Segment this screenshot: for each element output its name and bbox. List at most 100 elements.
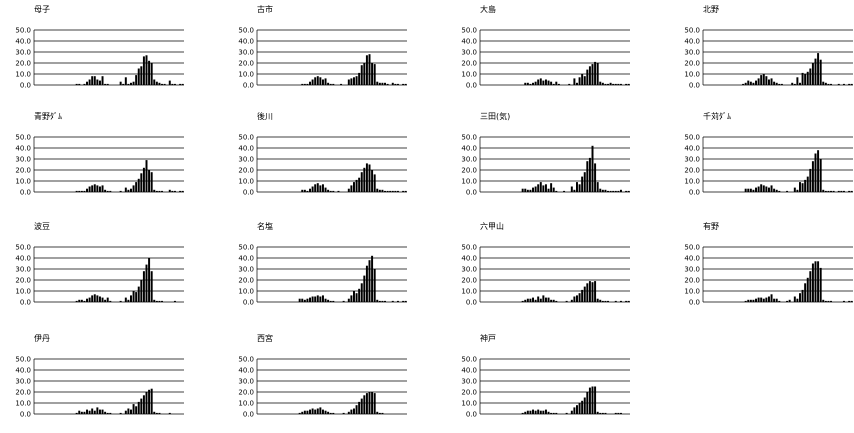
bar: [617, 190, 620, 192]
bar: [127, 83, 130, 85]
y-tick-label: 40.0: [461, 255, 477, 263]
bar: [153, 189, 156, 192]
bar: [109, 300, 112, 302]
bar: [306, 298, 309, 302]
bar: [301, 83, 304, 85]
chart-plot: 50.0 40.0 30.0 20.0 10.0 0.0: [238, 27, 407, 90]
bar: [524, 411, 527, 414]
bar: [747, 188, 750, 192]
bar: [827, 300, 830, 302]
bar: [555, 81, 558, 85]
bar: [358, 177, 361, 192]
bar: [140, 173, 143, 192]
bar: [101, 297, 104, 302]
bar: [555, 190, 558, 192]
bar: [599, 188, 602, 192]
bar: [355, 179, 358, 192]
bar: [619, 412, 622, 414]
bar: [309, 188, 311, 192]
bar: [842, 300, 845, 302]
bar: [181, 83, 184, 85]
bar: [153, 411, 156, 414]
y-tick-label: 50.0: [15, 27, 31, 35]
bar: [609, 190, 612, 192]
chart-plot: 50.0 40.0 30.0 20.0 10.0 0.0: [15, 27, 184, 90]
bar: [132, 291, 135, 302]
bar: [179, 190, 182, 192]
bar: [384, 300, 386, 302]
bar: [303, 83, 306, 85]
bar: [145, 264, 148, 302]
y-tick-label: 40.0: [238, 255, 254, 263]
y-tick-label: 20.0: [461, 60, 477, 68]
chart-panel: 六甲山 50.0 40.0 30.0 20.0 10.0 0.0: [446, 221, 636, 321]
bar: [363, 167, 366, 192]
y-tick-label: 50.0: [238, 356, 254, 364]
bar: [581, 176, 584, 192]
bar: [135, 182, 138, 192]
bar: [145, 392, 148, 414]
bar: [809, 68, 812, 85]
bar: [298, 412, 301, 414]
y-tick-label: 30.0: [684, 49, 700, 57]
y-tick-label: 30.0: [461, 378, 477, 386]
bar: [817, 261, 820, 302]
bar: [534, 81, 537, 85]
bar: [581, 74, 584, 85]
y-tick-label: 40.0: [15, 367, 31, 375]
bar: [109, 412, 112, 414]
bar: [612, 190, 615, 192]
y-tick-label: 30.0: [238, 49, 254, 57]
bar: [303, 189, 306, 192]
bar: [371, 392, 374, 414]
bar: [521, 300, 524, 302]
bar: [122, 83, 125, 85]
bar: [591, 282, 594, 302]
y-tick-label: 50.0: [684, 244, 700, 252]
bar: [767, 187, 770, 192]
y-tick-label: 40.0: [238, 38, 254, 46]
bar: [168, 80, 171, 85]
bar: [332, 300, 335, 302]
bar: [137, 68, 140, 85]
bar: [824, 190, 827, 192]
bar: [342, 412, 345, 414]
bar: [524, 82, 527, 85]
bar: [850, 300, 853, 302]
y-tick-label: 0.0: [466, 82, 477, 90]
bar: [327, 299, 330, 302]
bar: [329, 300, 332, 302]
bar: [93, 76, 96, 85]
y-tick-label: 20.0: [684, 277, 700, 285]
bar: [109, 190, 112, 192]
bar: [153, 299, 156, 302]
bar: [88, 410, 91, 414]
y-tick-label: 50.0: [15, 244, 31, 252]
bar: [132, 404, 135, 414]
bar: [596, 411, 599, 414]
bar: [347, 79, 350, 85]
bar: [96, 295, 99, 302]
bar: [155, 81, 158, 85]
y-tick-label: 10.0: [461, 400, 477, 408]
bar: [755, 80, 757, 85]
bar: [576, 295, 578, 302]
bar: [765, 186, 768, 192]
bar: [321, 79, 324, 85]
y-tick-label: 20.0: [684, 60, 700, 68]
bar: [301, 298, 304, 302]
bar: [570, 186, 573, 192]
bar: [119, 412, 122, 414]
bar: [596, 298, 599, 302]
bar: [617, 83, 620, 85]
chart-plot: 50.0 40.0 30.0 20.0 10.0 0.0: [15, 134, 184, 197]
bar: [532, 82, 534, 85]
y-tick-label: 30.0: [684, 156, 700, 164]
bar: [98, 409, 101, 414]
bar: [353, 182, 355, 192]
bar: [86, 409, 88, 414]
y-tick-label: 40.0: [461, 367, 477, 375]
bar: [404, 190, 407, 192]
bar: [360, 65, 363, 85]
bar: [747, 299, 750, 302]
